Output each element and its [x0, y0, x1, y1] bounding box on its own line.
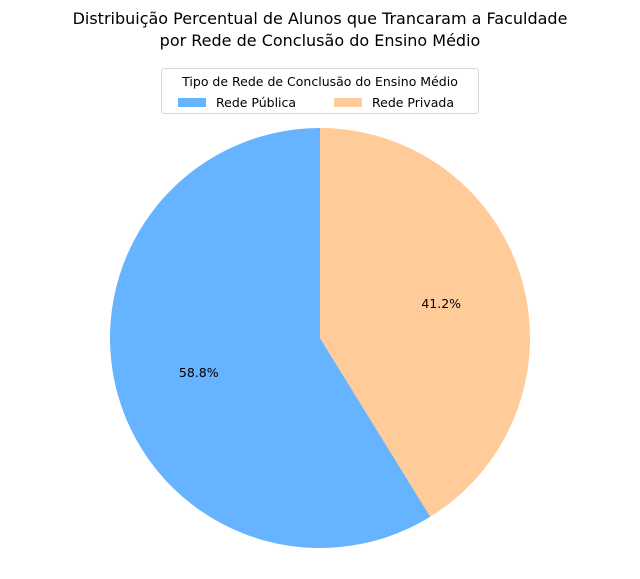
chart-title-line-1: Distribuição Percentual de Alunos que Tr…: [72, 9, 568, 28]
pie-label-rede-privada: 41.2%: [421, 296, 461, 311]
pie-slice-rede-publica: [110, 128, 431, 548]
legend-item-rede-publica: Rede Pública: [178, 95, 296, 110]
legend-label-rede-privada: Rede Privada: [372, 95, 454, 110]
pie-label-rede-publica: 58.8%: [179, 365, 219, 380]
legend-label-rede-publica: Rede Pública: [216, 95, 297, 110]
pie-slice-rede-privada: [320, 128, 531, 517]
legend-swatch-rede-privada: [334, 98, 362, 107]
legend-title: Tipo de Rede de Conclusão do Ensino Médi…: [182, 74, 458, 89]
chart-title-line-2: por Rede de Conclusão do Ensino Médio: [159, 31, 481, 50]
legend-item-rede-privada: Rede Privada: [334, 95, 454, 110]
legend: Tipo de Rede de Conclusão do Ensino Médi…: [161, 68, 479, 114]
legend-swatch-rede-publica: [178, 98, 206, 107]
